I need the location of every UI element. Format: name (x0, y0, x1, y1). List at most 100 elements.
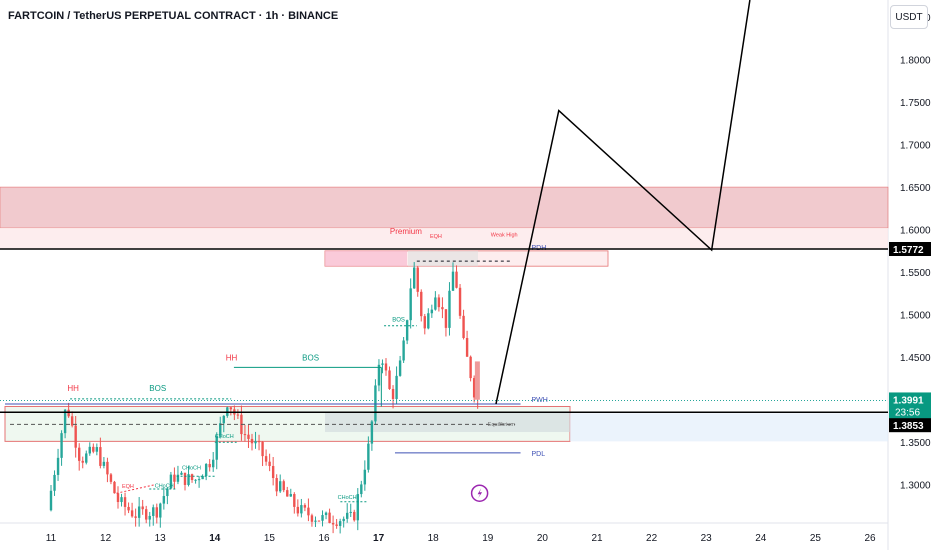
candle-body (462, 315, 465, 339)
x-tick-label: 18 (428, 533, 440, 544)
candle-body (141, 506, 144, 510)
candle-body (70, 416, 74, 426)
price-axis[interactable]: 1.85001.80001.75001.70001.65001.60001.55… (889, 13, 931, 492)
candle-body (222, 415, 225, 424)
x-tick-label: 14 (209, 533, 221, 544)
y-tick-label: 1.7000 (900, 141, 931, 152)
candle-body (67, 409, 70, 417)
candle-body (208, 463, 211, 468)
candle-body (423, 316, 426, 329)
candle-body (335, 524, 338, 526)
candle-body (402, 340, 405, 361)
x-tick-label: 17 (373, 533, 385, 544)
candle-body (254, 441, 257, 444)
label-choch-d: CHoCH (338, 495, 357, 501)
candle-body (127, 506, 130, 511)
candle-body (148, 515, 151, 520)
candle-body (152, 507, 155, 516)
candle-body (331, 522, 335, 525)
candle-body (349, 511, 352, 513)
label-pwh: PWH (531, 397, 547, 404)
candle-body (134, 516, 137, 518)
label-bos-left: BOS (149, 384, 166, 393)
candle-body (166, 488, 169, 497)
candle-body (455, 271, 458, 288)
candle-body (123, 497, 127, 507)
x-tick-label: 16 (318, 533, 330, 544)
grid-lines (0, 0, 889, 550)
candle-body (398, 360, 402, 376)
premium-box-left (325, 250, 407, 267)
label-eqh-left: EQH (122, 484, 134, 490)
candle-body (271, 466, 275, 479)
candle-body (310, 515, 314, 522)
x-tick-label: 12 (100, 533, 112, 544)
candle-body (201, 476, 204, 480)
candle-body (458, 287, 462, 316)
label-bos-mid: BOS (302, 354, 319, 363)
zones-layer (0, 186, 889, 442)
candle-body (95, 447, 99, 452)
candle-body (204, 463, 208, 477)
candle-body (384, 363, 388, 371)
candle-body (317, 520, 321, 522)
x-tick-label: 26 (864, 533, 876, 544)
candle-body (173, 474, 176, 482)
currency-button[interactable]: USDT (890, 5, 928, 29)
candle-body (247, 434, 250, 439)
candle-body (395, 375, 398, 399)
candles-layer (49, 262, 480, 534)
candle-body (85, 453, 88, 463)
label-premium: Premium (390, 227, 422, 236)
candle-body (370, 421, 374, 444)
y-tick-label: 1.5000 (900, 311, 931, 322)
candle-body (176, 474, 180, 482)
candle-body (321, 515, 324, 521)
candle-body (293, 494, 296, 507)
candle-body (469, 356, 472, 379)
candle-body (74, 425, 77, 448)
candle-body (137, 506, 141, 518)
candle-body (307, 507, 310, 516)
candle-body (106, 461, 109, 475)
candle-body (360, 484, 363, 495)
candle-body (130, 510, 134, 517)
candle-body (465, 338, 469, 357)
overlays-layer: HH BOS HH BOS BOS CHoCH CHoCH CHoCH CHoCH EQH Prem… (0, 0, 888, 503)
label-bos-small: BOS (392, 317, 405, 323)
candle-body (342, 518, 345, 522)
candle-body (155, 507, 158, 518)
x-tick-label: 21 (591, 533, 603, 544)
candle-body (377, 364, 381, 386)
candle-body (448, 290, 451, 328)
price-tag-countdown: 23:56 (895, 407, 920, 418)
candle-body (391, 388, 395, 399)
candle-body (437, 297, 441, 308)
supply-zone (0, 186, 889, 229)
y-tick-label: 1.8000 (900, 56, 931, 67)
candle-body (296, 506, 300, 514)
premium-zone-light (0, 227, 888, 249)
price-tag-lower-bg (889, 418, 931, 433)
x-tick-label: 20 (537, 533, 549, 544)
candle-body (113, 481, 116, 494)
candle-body (279, 481, 282, 492)
candle-body (451, 271, 455, 291)
candle-body (162, 496, 166, 504)
candle-body (180, 472, 183, 475)
time-axis[interactable]: 11 12 13 14 15 16 17 18 19 20 21 22 23 24 25 26 (46, 533, 876, 544)
candle-body (243, 434, 247, 436)
current-candle (474, 361, 480, 400)
candle-body (92, 446, 95, 452)
candle-body (409, 288, 412, 321)
candle-body (250, 438, 254, 444)
candle-body (194, 479, 197, 481)
x-tick-label: 25 (810, 533, 822, 544)
candle-body (420, 291, 423, 317)
candle-body (219, 423, 222, 436)
x-tick-label: 15 (264, 533, 276, 544)
candle-body (427, 313, 430, 329)
candle-body (300, 505, 303, 514)
candle-body (388, 370, 391, 389)
